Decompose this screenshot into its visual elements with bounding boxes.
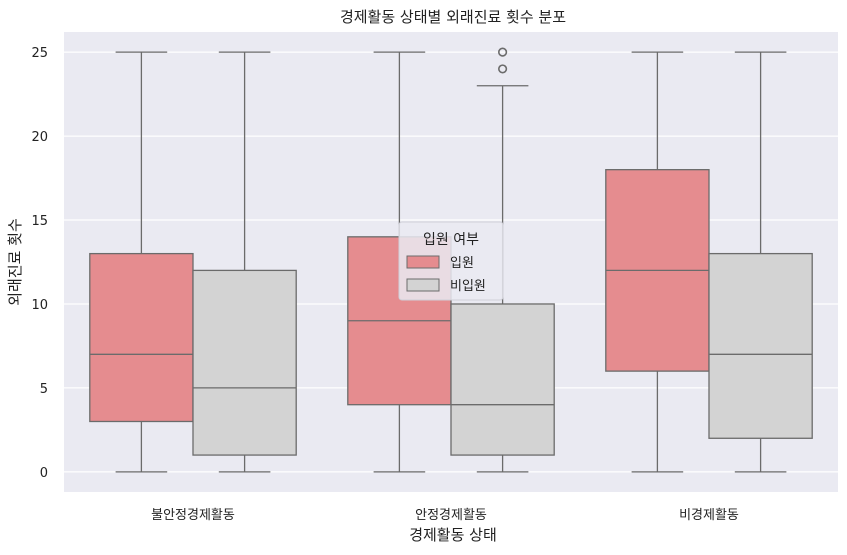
y-tick-label-5: 5	[40, 382, 48, 397]
legend-label-outpatient: 비입원	[450, 279, 486, 294]
x-axis-ticks: 불안정경제활동 안정경제활동 비경제활동	[151, 508, 739, 523]
legend-label-inpatient: 입원	[450, 256, 474, 271]
box-1-1-iqr	[450, 303, 555, 456]
legend-title: 입원 여부	[423, 232, 479, 248]
y-tick-label-25: 25	[31, 46, 48, 61]
chart-title: 경제활동 상태별 외래진료 횟수 분포	[340, 8, 566, 26]
x-axis-label: 경제활동 상태	[409, 526, 497, 544]
y-tick-label-20: 20	[31, 130, 48, 145]
legend: 입원 여부 입원 비입원	[398, 221, 504, 301]
y-tick-label-0: 0	[40, 466, 48, 481]
y-axis-label: 외래진료 횟수	[6, 218, 24, 306]
box-1-1-outlier-1	[498, 47, 508, 57]
y-tick-label-15: 15	[31, 214, 48, 229]
box-1-0-iqr	[192, 269, 297, 456]
box-1-2-iqr	[708, 252, 813, 439]
x-tick-label-2: 비경제활동	[679, 508, 739, 523]
legend-swatch-inpatient	[406, 255, 440, 269]
legend-swatch-outpatient	[406, 278, 440, 292]
y-tick-label-10: 10	[31, 298, 48, 313]
box-1-1-outlier-0	[498, 64, 508, 74]
y-axis-ticks: 0 5 10 15 20 25	[31, 46, 48, 481]
box-0-0-iqr	[89, 252, 194, 423]
x-tick-label-1: 안정경제활동	[415, 508, 487, 523]
x-tick-label-0: 불안정경제활동	[151, 508, 235, 523]
